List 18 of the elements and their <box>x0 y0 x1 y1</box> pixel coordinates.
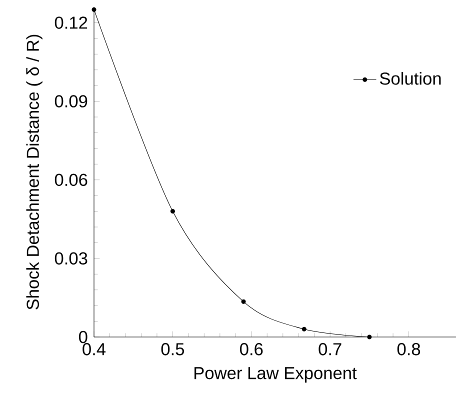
point <box>241 299 246 304</box>
y-axis-title: Shock Detachment Distance ( δ / R) <box>26 34 42 310</box>
x-tick-label: 0.8 <box>397 343 420 356</box>
x-tick-label: 0.6 <box>240 343 263 356</box>
y-tick-label: 0.12 <box>54 16 88 29</box>
y-tick-label: 0.03 <box>54 252 88 265</box>
y-tick-label: 0.09 <box>54 95 88 108</box>
x-tick-label: 0.7 <box>318 343 342 356</box>
legend-label: Solution <box>380 72 441 85</box>
point <box>367 334 372 340</box>
point <box>92 7 96 12</box>
y-tick-label: 0.06 <box>54 174 88 186</box>
x-tick-label: 0.4 <box>82 343 106 356</box>
x-axis-title: Power Law Exponent <box>194 367 357 383</box>
x-tick-label: 0.5 <box>161 343 184 356</box>
point <box>302 326 306 332</box>
y-tick-label: 0 <box>78 330 88 344</box>
point <box>170 209 175 214</box>
